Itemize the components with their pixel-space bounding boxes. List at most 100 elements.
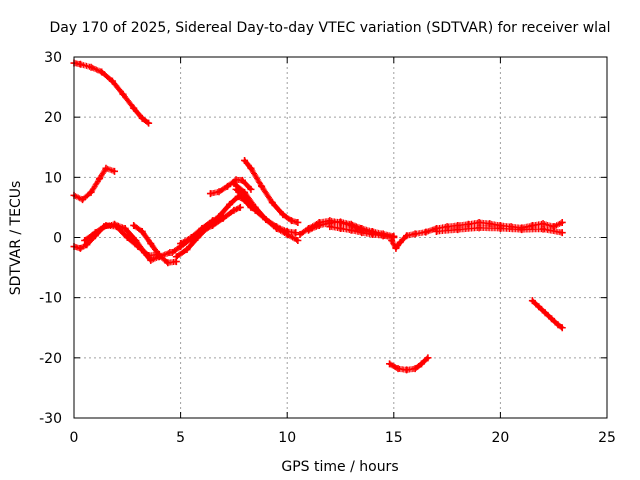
series-track-h <box>177 212 227 248</box>
data-point <box>262 215 270 223</box>
data-point <box>226 200 234 208</box>
data-point <box>138 227 146 235</box>
data-point <box>411 365 419 373</box>
data-point <box>215 188 223 196</box>
data-point <box>518 226 526 234</box>
data-point <box>403 366 411 374</box>
data-point <box>558 324 566 332</box>
data-point <box>172 253 180 261</box>
data-point <box>224 182 232 190</box>
data-point <box>198 224 206 232</box>
data-point <box>102 164 110 172</box>
series-markers <box>71 60 152 127</box>
data-point <box>241 156 249 164</box>
x-axis-label: GPS time / hours <box>281 459 398 475</box>
data-point <box>394 365 402 373</box>
data-point <box>108 77 116 85</box>
x-tick-label: 5 <box>176 430 185 446</box>
data-point <box>83 241 91 249</box>
data-point <box>392 244 400 252</box>
data-point <box>292 229 300 237</box>
data-point <box>358 229 366 237</box>
data-point <box>209 217 217 225</box>
data-point <box>168 249 176 257</box>
data-point <box>79 196 87 204</box>
data-point <box>554 321 562 329</box>
data-point <box>294 237 302 245</box>
axis-ticks: 0 5 10 15 20 25 -30 -20 -10 0 10 20 30 <box>39 50 616 446</box>
data-point <box>418 360 426 368</box>
data-point <box>388 237 396 245</box>
data-point <box>177 240 185 248</box>
data-point <box>183 246 191 254</box>
series-track-k <box>241 156 302 226</box>
data-point <box>326 223 334 231</box>
series-track-s <box>528 297 566 332</box>
data-point <box>206 190 214 198</box>
data-point <box>238 176 246 184</box>
data-point <box>279 211 287 219</box>
data-point <box>558 218 566 226</box>
x-tick-label: 0 <box>70 430 79 446</box>
data-point <box>347 226 355 234</box>
data-point <box>81 237 89 245</box>
data-point <box>528 297 536 305</box>
data-point <box>219 212 227 220</box>
data-point <box>230 206 238 214</box>
data-point <box>251 206 259 214</box>
data-point <box>247 185 255 193</box>
y-axis-label: SDTVAR / TECUs <box>8 181 24 296</box>
data-point <box>241 194 249 202</box>
data-point <box>396 238 404 246</box>
data-point <box>273 223 281 231</box>
data-point <box>155 252 163 260</box>
data-point <box>496 224 504 232</box>
data-point <box>475 224 483 232</box>
data-point <box>187 234 195 241</box>
data-point <box>145 252 153 260</box>
data-point <box>76 60 84 68</box>
series-markers <box>71 165 118 203</box>
series-track-b <box>70 164 119 204</box>
data-point <box>123 234 131 241</box>
data-point <box>147 256 155 264</box>
data-point <box>121 224 129 232</box>
data-point <box>454 226 462 234</box>
data-point <box>287 217 295 225</box>
series-track-d <box>81 221 163 260</box>
x-tick-label: 15 <box>385 430 403 446</box>
y-tick-label: -20 <box>39 351 62 367</box>
series-track-q <box>432 224 566 237</box>
y-tick-label: 10 <box>44 170 62 186</box>
series-markers <box>529 297 566 331</box>
data-point <box>96 175 104 183</box>
data-point <box>130 104 138 112</box>
y-tick-label: 0 <box>53 231 62 247</box>
data-point <box>119 90 127 98</box>
x-tick-label: 20 <box>491 430 509 446</box>
y-tick-label: -10 <box>39 291 62 307</box>
data-point <box>230 179 238 187</box>
data-point <box>315 221 323 229</box>
data-point <box>87 188 95 196</box>
data-point <box>164 259 172 267</box>
data-point <box>102 221 110 229</box>
data-point <box>134 243 142 251</box>
series-track-r <box>386 354 432 374</box>
data-point <box>111 167 119 175</box>
data-point <box>390 233 398 241</box>
data-point <box>337 224 344 232</box>
data-point <box>411 230 419 238</box>
y-tick-label: 30 <box>44 50 62 66</box>
plot-area <box>70 59 566 374</box>
y-tick-label: 20 <box>44 110 62 126</box>
data-point <box>268 199 276 207</box>
data-point <box>283 227 291 235</box>
data-point <box>232 176 240 184</box>
data-point <box>368 230 376 238</box>
data-point <box>424 354 432 362</box>
data-point <box>379 232 387 240</box>
data-point <box>113 223 121 231</box>
data-point <box>258 182 266 190</box>
y-tick-label: -30 <box>39 411 62 427</box>
